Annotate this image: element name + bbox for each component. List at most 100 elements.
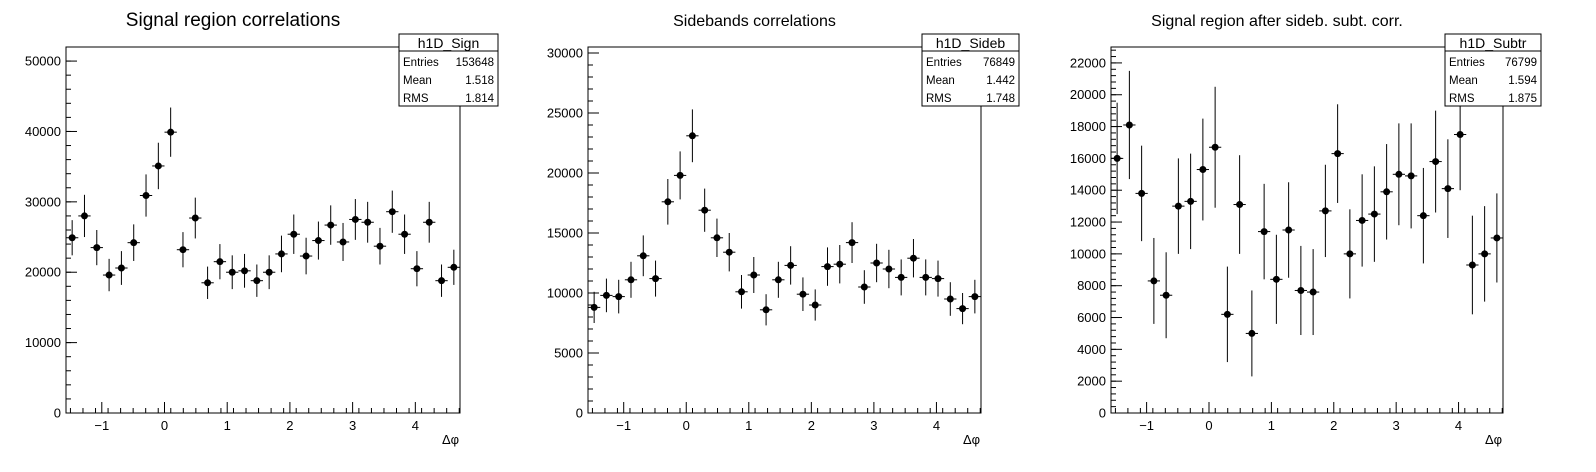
stats-box: h1D_Subtr Entries 76799 Mean 1.594 RMS 1.875 <box>1444 33 1542 107</box>
stats-value: 1.875 <box>1508 93 1537 105</box>
data-point <box>1209 86 1222 208</box>
marker <box>265 268 273 276</box>
x-tick-label: 4 <box>1455 418 1462 433</box>
y-tick-label: 30000 <box>547 46 583 61</box>
marker <box>1468 261 1476 269</box>
data-point <box>919 259 932 296</box>
data-point <box>1356 174 1369 267</box>
stats-label: RMS <box>1449 93 1475 105</box>
marker <box>1272 275 1280 283</box>
data-point <box>735 275 748 309</box>
marker <box>130 239 138 247</box>
marker <box>1125 121 1133 129</box>
data-point <box>1319 164 1332 258</box>
marker <box>450 263 458 271</box>
y-tick-label: 50000 <box>25 54 61 69</box>
data-point <box>600 278 613 313</box>
stats-value: 1.748 <box>986 93 1015 105</box>
data-point <box>66 220 79 256</box>
y-tick-label: 10000 <box>547 286 583 301</box>
stats-histogram-name: h1D_Sideb <box>936 35 1005 51</box>
data-point <box>213 244 227 280</box>
marker <box>1260 228 1268 236</box>
data-point <box>637 235 650 277</box>
data-point <box>1282 182 1295 278</box>
data-point <box>1160 252 1173 339</box>
y-tick-label: 16000 <box>1070 151 1106 166</box>
data-point <box>1429 110 1442 213</box>
marker <box>725 248 733 256</box>
marker <box>1187 197 1195 205</box>
chart-title: Sidebands correlations <box>673 13 836 30</box>
data-point <box>361 201 374 243</box>
plot-signal-region: Signal region correlations 0 10000 20000 300… <box>25 10 499 447</box>
x-tick-label: −1 <box>1139 418 1154 433</box>
data-point <box>176 232 190 268</box>
x-tick-label: 1 <box>1268 418 1275 433</box>
marker <box>1383 188 1391 196</box>
stats-box: h1D_Sideb Entries 76849 Mean 1.442 RMS 1.748 <box>921 33 1020 107</box>
data-point <box>673 151 687 200</box>
chart-title: Signal region correlations <box>126 10 340 31</box>
data-point <box>1221 266 1234 363</box>
marker <box>1223 310 1231 318</box>
data-point <box>1123 70 1136 180</box>
marker <box>105 271 113 279</box>
marker <box>1150 277 1158 285</box>
marker <box>909 254 917 262</box>
data-point <box>710 218 724 257</box>
data-point <box>90 230 103 266</box>
y-tick-label: 10000 <box>1070 246 1106 261</box>
data-point <box>870 243 883 283</box>
data-point <box>1343 209 1356 299</box>
data-point <box>139 174 153 217</box>
data-point <box>226 255 239 290</box>
data-point <box>882 249 896 289</box>
stats-label: RMS <box>926 93 952 105</box>
y-tick-label: 14000 <box>1070 183 1106 198</box>
marker <box>327 221 335 229</box>
x-axis-label: Δφ <box>963 432 980 447</box>
plot-frame <box>587 46 982 414</box>
data-point <box>201 266 214 299</box>
marker <box>946 295 954 303</box>
y-tick-label: 0 <box>54 406 61 421</box>
data-point <box>386 190 399 233</box>
marker <box>80 212 88 220</box>
x-tick-label: 4 <box>933 418 940 433</box>
stats-label: Mean <box>926 75 955 87</box>
x-tick-label: 1 <box>224 418 231 433</box>
x-tick-label: 0 <box>161 418 168 433</box>
y-tick-label: 22000 <box>1070 55 1106 70</box>
stats-label: Mean <box>403 75 432 87</box>
data-point <box>661 179 674 225</box>
marker <box>1419 212 1427 220</box>
marker <box>1407 172 1415 180</box>
data-point <box>115 251 128 285</box>
marker <box>253 277 261 285</box>
data-point <box>759 294 773 326</box>
stats-value: 1.442 <box>986 75 1015 87</box>
plot-signal-after-subtraction: Signal region after sideb. subt. corr. 0 2… <box>1070 13 1542 447</box>
x-tick-label: 2 <box>286 418 293 433</box>
marker <box>1334 150 1342 158</box>
data-point <box>931 260 945 297</box>
data-point <box>1405 123 1418 229</box>
marker <box>339 238 347 246</box>
data-point <box>833 245 846 284</box>
y-tick-label: 6000 <box>1077 310 1106 325</box>
marker <box>713 234 721 242</box>
data-point <box>1392 123 1405 226</box>
plot-frame <box>1110 46 1504 414</box>
marker <box>627 276 635 284</box>
x-tick-label: 3 <box>1393 418 1400 433</box>
marker <box>762 306 770 314</box>
marker <box>959 305 967 313</box>
data-point <box>1466 215 1479 315</box>
y-tick-label: 25000 <box>547 106 583 121</box>
x-tick-label: 3 <box>870 418 877 433</box>
data-point <box>373 227 387 265</box>
y-tick-label: 12000 <box>1070 215 1106 230</box>
marker <box>117 264 125 272</box>
